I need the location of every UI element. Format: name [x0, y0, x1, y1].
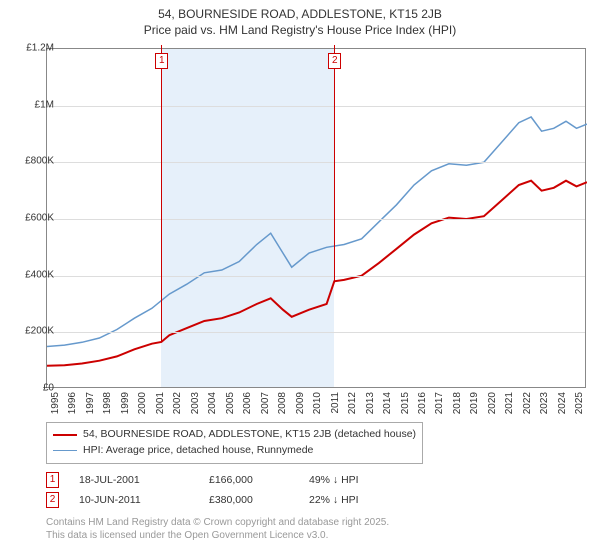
legend-label-property: 54, BOURNESIDE ROAD, ADDLESTONE, KT15 2J…	[83, 427, 416, 443]
x-tick-label: 2017	[434, 392, 445, 422]
flag-stick	[334, 45, 335, 281]
flag-stick	[161, 45, 162, 342]
flag-box: 1	[155, 53, 168, 69]
x-tick-label: 2025	[574, 392, 585, 422]
gridline	[47, 332, 585, 333]
x-tick-label: 2021	[504, 392, 515, 422]
chart-flag: 2	[334, 45, 335, 281]
table-row: 2 10-JUN-2011 £380,000 22% ↓ HPI	[46, 492, 586, 508]
legend-row: 54, BOURNESIDE ROAD, ADDLESTONE, KT15 2J…	[53, 427, 416, 443]
y-tick-label: £1.2M	[14, 43, 54, 54]
x-tick-label: 2002	[172, 392, 183, 422]
x-tick-label: 2016	[417, 392, 428, 422]
x-tick-label: 2003	[190, 392, 201, 422]
credits-line1: Contains HM Land Registry data © Crown c…	[46, 516, 586, 529]
x-tick-label: 2011	[330, 392, 341, 422]
x-tick-label: 2022	[522, 392, 533, 422]
x-tick-label: 1998	[102, 392, 113, 422]
x-tick-label: 2020	[487, 392, 498, 422]
gridline	[47, 162, 585, 163]
x-tick-label: 2013	[365, 392, 376, 422]
sale-price: £166,000	[209, 474, 289, 486]
x-tick-label: 2010	[312, 392, 323, 422]
sales-table: 1 18-JUL-2001 £166,000 49% ↓ HPI 2 10-JU…	[46, 472, 586, 508]
x-tick-label: 2001	[155, 392, 166, 422]
x-tick-label: 1997	[85, 392, 96, 422]
series-hpi	[47, 117, 587, 347]
flag-box: 2	[328, 53, 341, 69]
sale-vs-hpi: 49% ↓ HPI	[309, 474, 399, 486]
chart-flag: 1	[161, 45, 162, 342]
gridline	[47, 106, 585, 107]
x-tick-label: 2014	[382, 392, 393, 422]
credits: Contains HM Land Registry data © Crown c…	[46, 516, 586, 542]
x-tick-label: 2004	[207, 392, 218, 422]
x-tick-label: 2009	[295, 392, 306, 422]
legend-box: 54, BOURNESIDE ROAD, ADDLESTONE, KT15 2J…	[46, 422, 423, 464]
y-tick-label: £0	[14, 383, 54, 394]
x-tick-label: 2000	[137, 392, 148, 422]
x-tick-label: 1999	[120, 392, 131, 422]
page-title-line1: 54, BOURNESIDE ROAD, ADDLESTONE, KT15 2J…	[0, 6, 600, 22]
series-property	[47, 181, 587, 366]
x-tick-label: 2005	[225, 392, 236, 422]
page-title-line2: Price paid vs. HM Land Registry's House …	[0, 22, 600, 38]
flag-marker-1: 1	[46, 472, 59, 488]
y-tick-label: £1M	[14, 99, 54, 110]
gridline	[47, 276, 585, 277]
chart-plot-area: 12	[46, 48, 586, 388]
x-tick-label: 2024	[557, 392, 568, 422]
credits-line2: This data is licensed under the Open Gov…	[46, 529, 586, 542]
y-tick-label: £200K	[14, 326, 54, 337]
x-tick-label: 2019	[469, 392, 480, 422]
y-tick-label: £400K	[14, 269, 54, 280]
sale-price: £380,000	[209, 494, 289, 506]
legend-swatch-property	[53, 434, 77, 436]
sale-date: 10-JUN-2011	[79, 494, 189, 506]
x-tick-label: 1996	[67, 392, 78, 422]
y-tick-label: £600K	[14, 213, 54, 224]
legend-swatch-hpi	[53, 450, 77, 451]
gridline	[47, 219, 585, 220]
x-tick-label: 2023	[539, 392, 550, 422]
y-tick-label: £800K	[14, 156, 54, 167]
x-tick-label: 2012	[347, 392, 358, 422]
sale-vs-hpi: 22% ↓ HPI	[309, 494, 399, 506]
x-tick-label: 1995	[50, 392, 61, 422]
sale-date: 18-JUL-2001	[79, 474, 189, 486]
table-row: 1 18-JUL-2001 £166,000 49% ↓ HPI	[46, 472, 586, 488]
x-tick-label: 2015	[400, 392, 411, 422]
flag-marker-2: 2	[46, 492, 59, 508]
x-tick-label: 2006	[242, 392, 253, 422]
x-tick-label: 2008	[277, 392, 288, 422]
legend-row: HPI: Average price, detached house, Runn…	[53, 443, 416, 459]
legend-label-hpi: HPI: Average price, detached house, Runn…	[83, 443, 313, 459]
x-tick-label: 2018	[452, 392, 463, 422]
x-tick-label: 2007	[260, 392, 271, 422]
